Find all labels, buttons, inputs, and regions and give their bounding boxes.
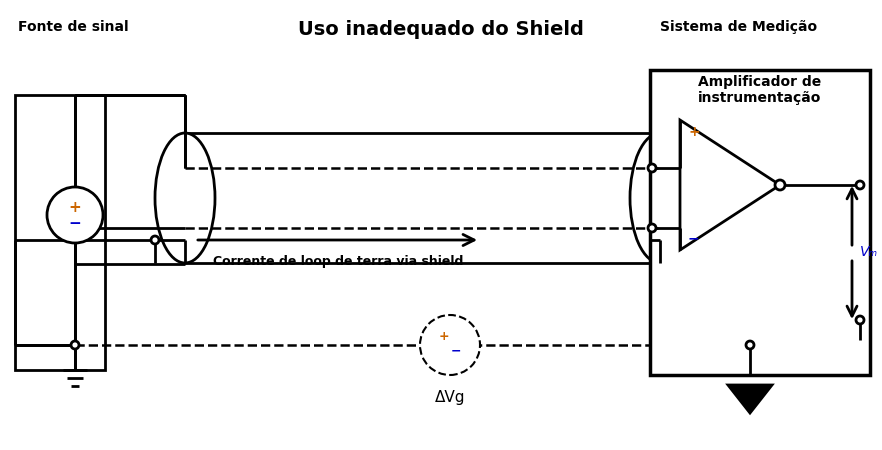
Text: Vₘ: Vₘ [860, 246, 878, 260]
Ellipse shape [630, 133, 690, 263]
Text: −: − [69, 216, 81, 230]
Circle shape [648, 164, 656, 172]
Circle shape [648, 224, 656, 232]
Polygon shape [728, 385, 772, 413]
Text: −: − [451, 345, 461, 357]
Circle shape [746, 341, 754, 349]
Circle shape [856, 181, 864, 189]
Text: Sistema de Medição: Sistema de Medição [660, 20, 817, 34]
Text: +: + [438, 330, 449, 343]
Circle shape [420, 315, 480, 375]
Text: −: − [688, 231, 699, 245]
Circle shape [47, 187, 103, 243]
Text: Corrente de loop de terra via shield: Corrente de loop de terra via shield [213, 255, 463, 268]
Text: Fonte de sinal: Fonte de sinal [18, 20, 129, 34]
Polygon shape [680, 120, 780, 250]
Circle shape [775, 180, 785, 190]
Text: ΔVg: ΔVg [435, 390, 465, 405]
Bar [650, 70, 870, 375]
Text: +: + [69, 199, 81, 215]
Circle shape [71, 341, 79, 349]
Bar [15, 95, 105, 370]
Circle shape [856, 316, 864, 324]
Text: +: + [688, 125, 699, 139]
Circle shape [151, 236, 159, 244]
Text: Amplificador de
instrumentação: Amplificador de instrumentação [699, 75, 822, 105]
Text: Uso inadequado do Shield: Uso inadequado do Shield [298, 20, 584, 39]
Bar [185, 133, 660, 263]
Ellipse shape [155, 133, 215, 263]
